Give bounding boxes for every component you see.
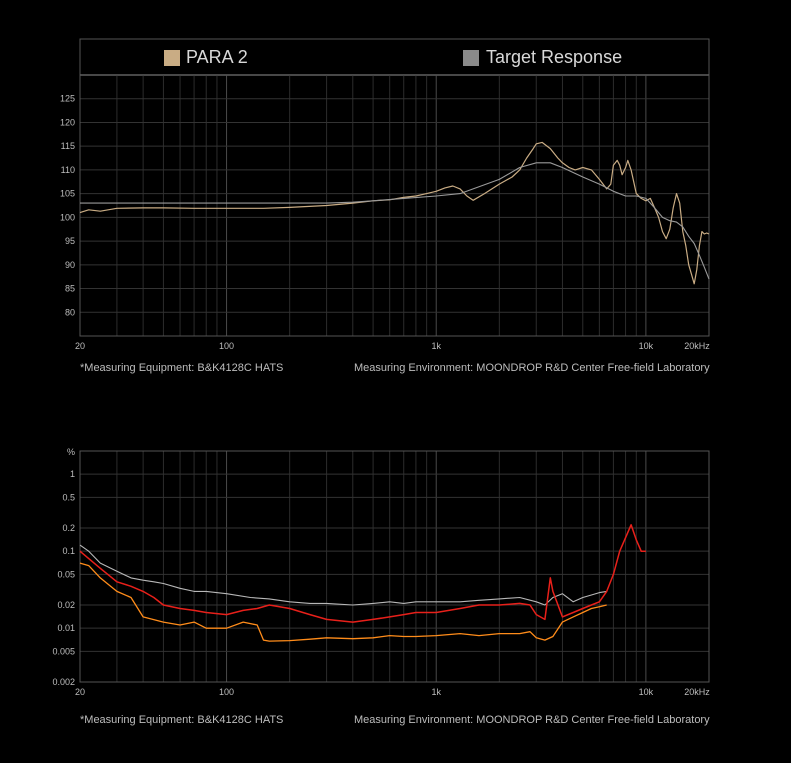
chart1-environment-note: Measuring Environment: MOONDROP R&D Cent…: [354, 362, 710, 374]
y-tick-label: 0.5: [62, 492, 75, 502]
legend-label-target: Target Response: [486, 47, 623, 67]
y-tick-label: 115: [61, 141, 75, 151]
y-tick-label: 0.02: [57, 600, 75, 610]
x-tick-label: 20: [75, 687, 85, 697]
y-tick-label: 0.1: [62, 546, 75, 556]
x-tick-label: 20: [75, 341, 85, 351]
series-line-1: [79, 544, 607, 606]
frequency-response-chart: 80 85 90 95 100 105 110 115 120 125 20 100 1k 10k 20kH…: [60, 38, 710, 351]
y-tick-label: 85: [65, 284, 75, 294]
series-line-2: [79, 562, 607, 642]
chart2-environment-note: Measuring Environment: MOONDROP R&D Cent…: [354, 714, 710, 726]
y-tick-label: 0.2: [62, 523, 75, 533]
legend-label-para2: PARA 2: [186, 47, 248, 67]
x-tick-label: 10k: [639, 341, 654, 351]
y-tick-label: 1: [70, 469, 75, 479]
x-tick-label: 100: [219, 341, 234, 351]
y-tick-label: 95: [65, 236, 75, 246]
x-tick-label: 1k: [431, 687, 441, 697]
y-tick-label: 125: [60, 94, 75, 104]
x-tick-label: 20kHz: [684, 687, 710, 697]
legend-swatch-target: [463, 50, 479, 66]
y-tick-label: 105: [60, 189, 75, 199]
series-line-2: [80, 162, 710, 280]
y-tick-label: 0.05: [57, 569, 75, 579]
x-tick-label: 1k: [431, 341, 441, 351]
y-tick-label: 0.01: [57, 623, 75, 633]
chart2-equipment-note: *Measuring Equipment: B&K4128C HATS: [80, 714, 284, 726]
x-tick-label: 10k: [639, 687, 654, 697]
x-tick-label: 20kHz: [684, 341, 710, 351]
y-tick-label: 0.005: [52, 646, 75, 656]
y-tick-label: 110: [61, 165, 75, 175]
plot-frame: [79, 74, 710, 337]
y-tick-label: 90: [65, 260, 75, 270]
chart1-equipment-note: *Measuring Equipment: B&K4128C HATS: [80, 362, 284, 374]
plot-frame: [79, 450, 710, 683]
legend-box: [79, 38, 710, 76]
y-axis-unit-label: %: [67, 447, 75, 457]
legend-swatch-para2: [164, 50, 180, 66]
y-tick-label: 100: [60, 212, 75, 222]
x-tick-label: 100: [219, 687, 234, 697]
y-tick-label: 80: [65, 307, 75, 317]
y-tick-label: 120: [60, 117, 75, 127]
series-line-3: [79, 524, 646, 623]
y-tick-label: 0.002: [52, 677, 75, 687]
